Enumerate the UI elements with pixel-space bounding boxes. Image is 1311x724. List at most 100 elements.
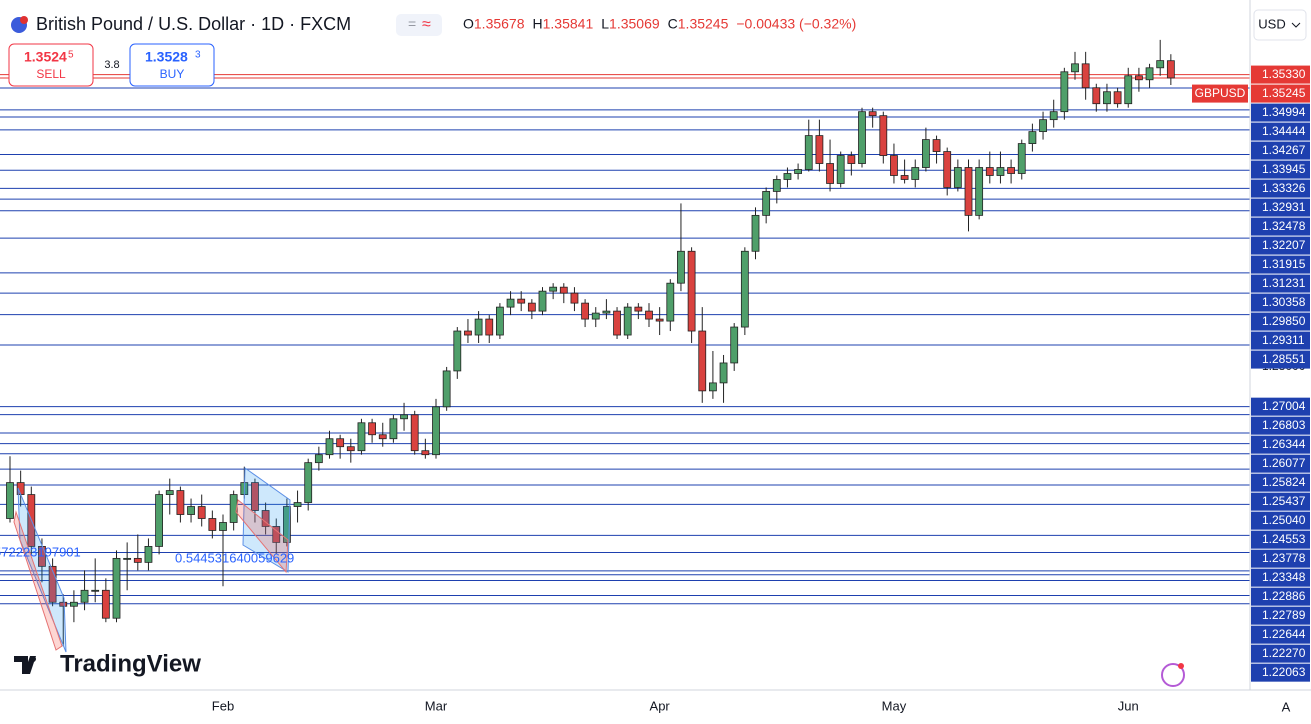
candle-body bbox=[1156, 60, 1165, 69]
candle-body bbox=[1124, 75, 1133, 105]
candle-body bbox=[570, 292, 579, 304]
candle-body bbox=[1145, 67, 1154, 81]
candle-body bbox=[932, 139, 941, 152]
candle-body bbox=[80, 589, 89, 603]
candle-body bbox=[900, 175, 909, 180]
price-label: 1.33326 bbox=[1262, 181, 1306, 195]
ohlc-letter: O bbox=[463, 16, 474, 32]
sell-button[interactable] bbox=[8, 43, 94, 87]
x-tick-label: Feb bbox=[212, 698, 234, 713]
price-label-bg bbox=[1251, 217, 1310, 236]
price-label: 1.22063 bbox=[1262, 665, 1306, 679]
candle-body bbox=[378, 434, 387, 440]
candle-body bbox=[1081, 63, 1090, 89]
ohlc-value: 1.35245 bbox=[678, 16, 729, 32]
candle-body bbox=[453, 330, 462, 372]
candle-body bbox=[48, 565, 57, 603]
candle-body bbox=[751, 214, 760, 252]
price-label: 1.29850 bbox=[1262, 314, 1306, 328]
price-label-bg bbox=[1251, 255, 1310, 274]
price-label: 1.32478 bbox=[1262, 219, 1306, 233]
price-label: 1.34444 bbox=[1262, 124, 1306, 138]
compare-badge[interactable] bbox=[396, 14, 442, 36]
candle-body bbox=[719, 362, 728, 384]
price-label: 1.25824 bbox=[1262, 475, 1306, 489]
price-label-bg bbox=[1251, 236, 1310, 255]
price-label-bg bbox=[1251, 65, 1310, 84]
price-label: 1.23348 bbox=[1262, 570, 1306, 584]
candle-body bbox=[357, 422, 366, 452]
ohlc-value: 1.35841 bbox=[543, 16, 594, 32]
price-label: 1.26077 bbox=[1262, 456, 1306, 470]
price-label-bg bbox=[1251, 198, 1310, 217]
price-label-bg bbox=[1251, 274, 1310, 293]
candle-body bbox=[613, 310, 621, 336]
candle-body bbox=[677, 250, 685, 284]
ohlc-letter: L bbox=[601, 16, 609, 32]
pattern-drawing bbox=[13, 510, 63, 651]
candle-body bbox=[485, 318, 494, 336]
candle-body bbox=[251, 482, 259, 511]
price-label: 1.22270 bbox=[1262, 646, 1306, 660]
logo-icon bbox=[30, 656, 36, 662]
candle-body bbox=[985, 167, 994, 176]
buy-button[interactable] bbox=[129, 43, 215, 87]
candle-body bbox=[1017, 143, 1026, 174]
assistant-icon[interactable] bbox=[1161, 663, 1185, 687]
price-label: 1.24553 bbox=[1262, 532, 1306, 546]
candle-body bbox=[165, 490, 174, 495]
candle-body bbox=[1049, 111, 1058, 121]
candle-body bbox=[91, 589, 100, 592]
price-label-bg bbox=[1251, 179, 1310, 198]
candle-body bbox=[282, 506, 291, 543]
candle-body bbox=[836, 155, 845, 184]
x-tick-label: May bbox=[882, 698, 907, 713]
candle-body bbox=[804, 135, 813, 170]
price-label-bg bbox=[1251, 549, 1310, 568]
candle-body bbox=[421, 450, 430, 456]
candle-body bbox=[911, 167, 920, 180]
auto-scale-button[interactable]: A bbox=[1282, 699, 1291, 714]
candle-body bbox=[229, 494, 238, 523]
candle-body bbox=[538, 290, 547, 312]
price-label-bg bbox=[1251, 663, 1310, 682]
candle-body bbox=[858, 111, 866, 164]
candle-body bbox=[70, 601, 78, 607]
price-label-bg bbox=[1251, 312, 1310, 331]
candle-body bbox=[772, 179, 781, 192]
price-label: 1.34994 bbox=[1262, 105, 1306, 119]
candle-body bbox=[783, 173, 792, 180]
ohlc-value: 1.35069 bbox=[609, 16, 660, 32]
x-tick-label: Jun bbox=[1118, 698, 1139, 713]
candle-body bbox=[304, 462, 313, 503]
price-label: 1.32931 bbox=[1262, 200, 1306, 214]
price-label-bg bbox=[1251, 103, 1310, 122]
candle-body bbox=[559, 286, 568, 294]
symbol-title[interactable]: British Pound / U.S. Dollar · 1D · FXCM bbox=[36, 14, 351, 34]
candle-body bbox=[996, 167, 1005, 176]
price-label-bg bbox=[1251, 160, 1310, 179]
candle-body bbox=[432, 406, 440, 456]
price-label: 1.31231 bbox=[1262, 276, 1306, 290]
x-tick-label: Mar bbox=[425, 698, 448, 713]
price-label: 1.22644 bbox=[1262, 627, 1306, 641]
price-label-bg bbox=[1251, 454, 1310, 473]
price-label: 1.35330 bbox=[1262, 67, 1306, 81]
price-label: 1.27004 bbox=[1262, 399, 1306, 413]
candle-body bbox=[389, 418, 398, 440]
price-label: 1.28551 bbox=[1262, 352, 1306, 366]
candle-body bbox=[336, 438, 345, 448]
currency-button[interactable] bbox=[1253, 9, 1307, 41]
candle-body bbox=[953, 167, 962, 188]
candle-body bbox=[59, 601, 68, 607]
dropdown-icon bbox=[1291, 22, 1301, 28]
candle-body bbox=[187, 506, 195, 515]
pattern-drawing bbox=[235, 499, 289, 574]
price-label-bg bbox=[1251, 473, 1310, 492]
candle-body bbox=[1039, 119, 1047, 133]
candle-body bbox=[740, 250, 749, 328]
badge-icon: = bbox=[408, 16, 416, 32]
price-label-bg bbox=[1251, 492, 1310, 511]
